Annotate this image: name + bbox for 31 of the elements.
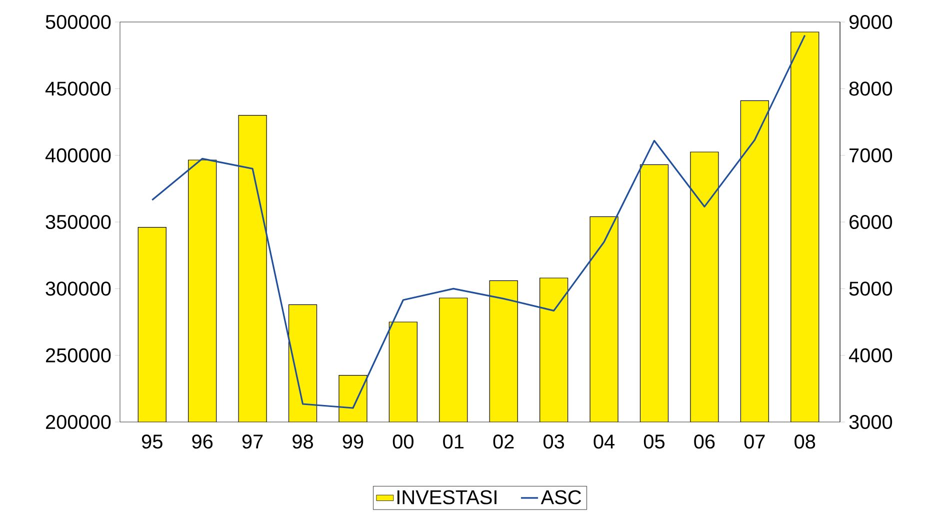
x-tick-label: 05 [644,434,664,449]
y-tick-label: 250000 [46,348,111,362]
y-tick-label: 300000 [46,282,111,296]
x-tick-label: 00 [392,434,414,449]
x-tick-label: 04 [594,434,615,449]
y-tick-label: 450000 [45,82,111,96]
y2-tick-label: 7000 [850,148,892,162]
y2-tick-label: 3000 [849,414,892,430]
y-tick-label: 400000 [45,148,111,162]
x-tick-label: 06 [694,434,715,449]
x-tick-label: 99 [342,434,364,449]
y-tick-label: 200000 [46,414,111,430]
y2-tick-label: 8000 [849,82,892,96]
y-tick-label: 350000 [46,214,111,230]
x-tick-label: 97 [242,434,263,449]
x-tick-label: 03 [544,434,564,449]
y2-tick-label: 5000 [849,282,892,296]
x-tick-label: 02 [493,434,514,449]
x-tick-label: 01 [443,434,464,449]
legend-label: ASC [540,490,582,504]
y2-tick-label: 6000 [850,214,892,230]
x-tick-label: 07 [744,434,765,449]
y2-tick-label: 9000 [849,14,892,30]
x-tick-label: 08 [794,434,816,449]
x-tick-label: 98 [292,434,313,449]
line-series [151,34,806,409]
x-tick-label: 96 [192,434,213,449]
legend-label: INVESTASI [397,490,496,504]
y2-tick-label: 4000 [848,348,892,362]
x-tick-label: 95 [142,434,162,449]
y-tick-label: 500000 [46,14,111,30]
